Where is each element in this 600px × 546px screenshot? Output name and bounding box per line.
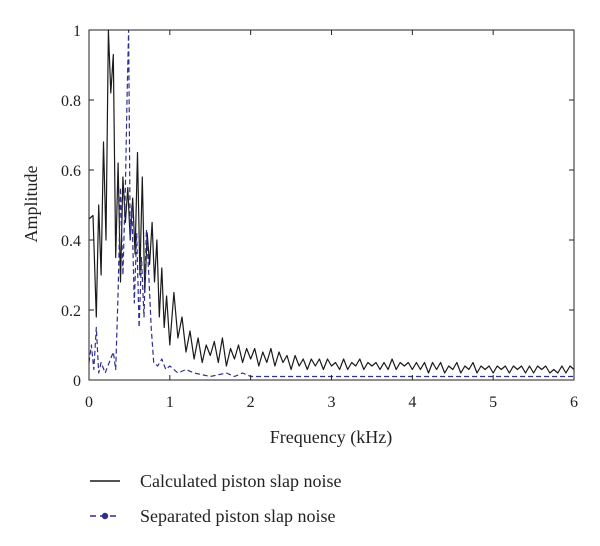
y-tick-label: 1 bbox=[73, 23, 81, 40]
x-tick-label: 4 bbox=[408, 394, 416, 411]
y-tick-label: 0.8 bbox=[61, 93, 81, 110]
legend-marker-separated bbox=[101, 512, 109, 520]
x-tick-label: 3 bbox=[328, 394, 336, 411]
x-tick-label: 2 bbox=[247, 394, 255, 411]
x-axis-label: Frequency (kHz) bbox=[270, 427, 392, 448]
x-tick-label: 0 bbox=[85, 394, 93, 411]
legend-label-separated: Separated piston slap noise bbox=[140, 506, 335, 526]
legend-label-calculated: Calculated piston slap noise bbox=[140, 471, 341, 491]
series-line-separated bbox=[88, 29, 574, 378]
series-line-calculated bbox=[88, 29, 575, 374]
y-axis-label: Amplitude bbox=[21, 165, 41, 242]
x-tick-label: 5 bbox=[489, 394, 497, 411]
x-tick-label: 1 bbox=[166, 394, 174, 411]
y-tick-label: 0.2 bbox=[61, 303, 81, 320]
series-layer bbox=[88, 29, 575, 378]
legend: Calculated piston slap noise Separated p… bbox=[90, 471, 341, 526]
y-tick-label: 0.4 bbox=[61, 233, 81, 250]
y-axis-label-group: Amplitude bbox=[21, 165, 41, 242]
ticks-layer: 0 1 2 3 4 5 6 0 0.2 0.4 0.6 0.8 1 bbox=[61, 23, 578, 411]
y-tick-label: 0.6 bbox=[61, 163, 81, 180]
x-tick-label: 6 bbox=[570, 394, 578, 411]
plot-area-frame bbox=[88, 29, 575, 381]
y-tick-label: 0 bbox=[73, 373, 81, 390]
